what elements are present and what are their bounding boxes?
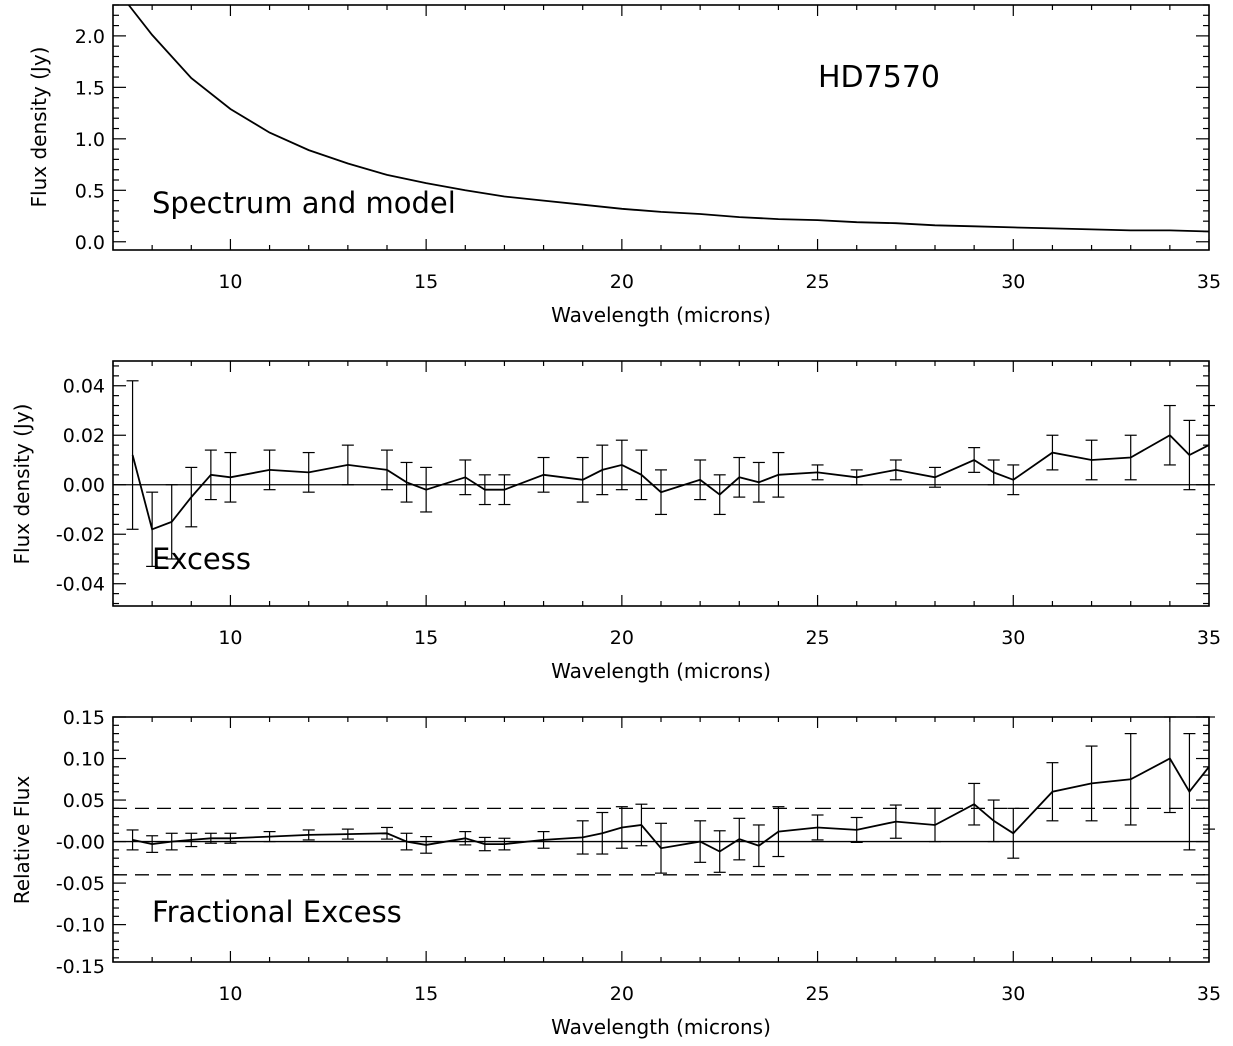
x-tick-label: 20: [610, 627, 634, 649]
y-tick-label: -0.00: [56, 832, 105, 854]
y-tick-label: 0.15: [63, 707, 105, 729]
series-line: [132, 757, 1210, 853]
x-tick-label: 15: [414, 983, 438, 1005]
y-tick-label: -0.10: [56, 915, 105, 937]
x-tick-label: 35: [1197, 627, 1221, 649]
tick-marks: [112, 361, 1210, 606]
x-tick-label: 10: [218, 983, 242, 1005]
error-bars: [126, 716, 1215, 874]
y-tick-label: 0.10: [63, 749, 105, 771]
y-tick-label: -0.02: [56, 524, 105, 546]
y-tick-label: 0.00: [63, 475, 105, 497]
x-tick-label: 25: [805, 983, 829, 1005]
x-tick-label: 10: [218, 627, 242, 649]
y-tick-label: 0.5: [75, 180, 105, 202]
x-tick-label: 30: [1001, 271, 1025, 293]
y-tick-label: 0.04: [63, 376, 105, 398]
x-tick-label: 15: [414, 627, 438, 649]
y-tick-label: -0.15: [56, 956, 105, 978]
y-tick-label: 0.0: [75, 232, 105, 254]
x-tick-labels: 10 15 20 25 30 35: [218, 627, 1221, 649]
y-tick-label: 2.0: [75, 26, 105, 48]
data-series: [131, 434, 1210, 531]
x-tick-labels: 10 15 20 25 30 35: [218, 983, 1221, 1005]
y-tick-labels: -0.15 -0.10 -0.05 -0.00 0.05 0.10 0.15: [56, 707, 105, 978]
x-axis-label: Wavelength (microns): [551, 1015, 771, 1039]
error-bars: [126, 380, 1215, 568]
y-axis-label: Flux density (Jy): [10, 404, 34, 565]
panel-label: Spectrum and model: [152, 186, 456, 220]
x-tick-label: 20: [610, 271, 634, 293]
x-tick-label: 20: [610, 983, 634, 1005]
series-line: [131, 434, 1210, 531]
y-tick-label: 0.02: [63, 425, 105, 447]
y-tick-label: 1.5: [75, 77, 105, 99]
data-series: [127, 4, 1210, 233]
y-tick-label: 0.05: [63, 790, 105, 812]
y-axis-label: Flux density (Jy): [27, 47, 51, 208]
x-tick-label: 15: [414, 271, 438, 293]
fractional-excess-panel: 10 15 20 25 30 35 -0.15 -0.10 -0.05 -0.00 0.05 0.1…: [10, 707, 1221, 1039]
y-tick-labels: 0.0 0.5 1.0 1.5 2.0: [75, 26, 105, 254]
x-axis-label: Wavelength (microns): [551, 303, 771, 327]
x-tick-label: 25: [805, 271, 829, 293]
y-axis-label: Relative Flux: [10, 776, 34, 905]
spectrum-panel: 10 15 20 25 30 35 0.0 0.5 1.0 1.5 2.0 Wavelength …: [27, 4, 1221, 327]
x-tick-label: 25: [805, 627, 829, 649]
x-tick-label: 35: [1197, 983, 1221, 1005]
x-tick-label: 10: [218, 271, 242, 293]
tick-marks: [112, 4, 1210, 250]
panel-label: Fractional Excess: [152, 895, 402, 929]
panel-label: Excess: [152, 542, 251, 576]
y-tick-labels: -0.04 -0.02 0.00 0.02 0.04: [56, 376, 105, 596]
x-tick-label: 35: [1197, 271, 1221, 293]
excess-panel: 10 15 20 25 30 35 -0.04 -0.02 0.00 0.02 0.04 Wave…: [10, 360, 1221, 683]
y-tick-label: -0.04: [56, 574, 105, 596]
x-tick-label: 30: [1001, 627, 1025, 649]
y-tick-label: -0.05: [56, 873, 105, 895]
data-series: [132, 757, 1210, 853]
y-tick-label: 1.0: [75, 129, 105, 151]
series-line: [127, 4, 1210, 233]
object-name: HD7570: [818, 60, 940, 95]
x-tick-labels: 10 15 20 25 30 35: [218, 271, 1221, 293]
x-tick-label: 30: [1001, 983, 1025, 1005]
x-axis-label: Wavelength (microns): [551, 659, 771, 683]
